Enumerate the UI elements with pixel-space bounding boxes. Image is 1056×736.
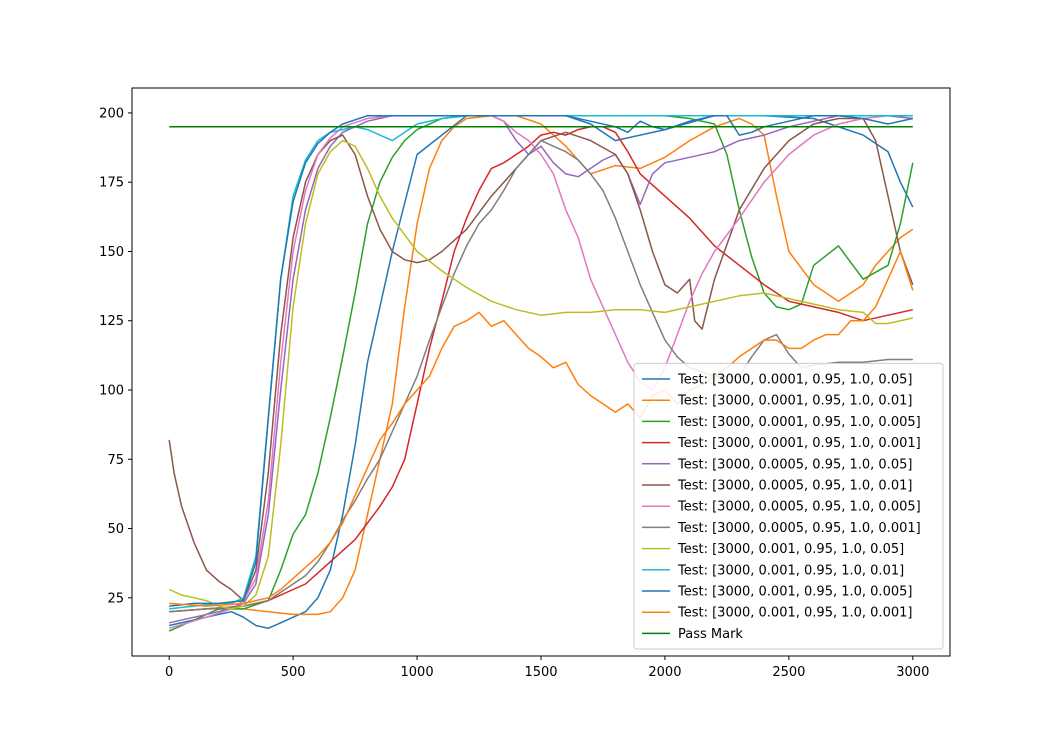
x-tick-label: 2500 — [772, 665, 805, 680]
legend-label: Test: [3000, 0.001, 0.95, 1.0, 0.001] — [677, 606, 912, 621]
y-tick-label: 200 — [99, 106, 124, 121]
x-tick-label: 500 — [281, 665, 306, 680]
legend-label: Test: [3000, 0.0005, 0.95, 1.0, 0.001] — [677, 521, 921, 536]
y-axis: 25 50 75 100 125 150 175 200 — [99, 106, 132, 606]
plot-area — [168, 114, 914, 632]
legend-label: Test: [3000, 0.0001, 0.95, 1.0, 0.005] — [677, 415, 921, 430]
x-tick-label: 2000 — [648, 665, 681, 680]
legend-label: Test: [3000, 0.0005, 0.95, 1.0, 0.05] — [677, 457, 912, 472]
series-line-12 — [169, 250, 914, 607]
x-tick-label: 1500 — [524, 665, 557, 680]
series-line-4 — [169, 126, 913, 613]
series-line-5 — [169, 114, 913, 624]
legend-box — [633, 362, 944, 650]
legend-label: Test: [3000, 0.0005, 0.95, 1.0, 0.01] — [677, 479, 912, 494]
plot-frame — [131, 87, 951, 657]
series-line-7 — [168, 114, 913, 630]
x-axis: 0 500 1000 1500 2000 2500 3000 — [165, 656, 929, 680]
y-tick-label: 150 — [99, 245, 124, 260]
y-tick-label: 175 — [99, 176, 124, 191]
y-tick-label: 50 — [107, 522, 124, 537]
legend-label: Test: [3000, 0.001, 0.95, 1.0, 0.005] — [677, 585, 912, 600]
legend-label: Test: [3000, 0.0001, 0.95, 1.0, 0.05] — [677, 373, 912, 388]
legend-label: Test: [3000, 0.001, 0.95, 1.0, 0.01] — [677, 563, 904, 578]
series-line-9 — [168, 139, 913, 610]
y-tick-label: 75 — [107, 453, 124, 468]
legend-label: Test: [3000, 0.001, 0.95, 1.0, 0.05] — [677, 542, 904, 557]
legend-label: Pass Mark — [678, 627, 743, 642]
legend-label: Test: [3000, 0.0005, 0.95, 1.0, 0.005] — [677, 500, 921, 515]
y-tick-label: 25 — [107, 591, 124, 606]
x-tick-label: 1000 — [401, 665, 434, 680]
series-line-11 — [169, 114, 913, 607]
series-line-6 — [168, 117, 914, 602]
legend: Test: [3000, 0.0001, 0.95, 1.0, 0.05] Tes… — [633, 362, 944, 650]
legend-label: Test: [3000, 0.0001, 0.95, 1.0, 0.01] — [677, 394, 912, 409]
y-tick-label: 125 — [99, 314, 124, 329]
legend-label: Test: [3000, 0.0001, 0.95, 1.0, 0.001] — [677, 436, 921, 451]
x-tick-label: 3000 — [896, 665, 929, 680]
y-tick-label: 100 — [99, 384, 124, 399]
x-tick-label: 0 — [165, 665, 173, 680]
